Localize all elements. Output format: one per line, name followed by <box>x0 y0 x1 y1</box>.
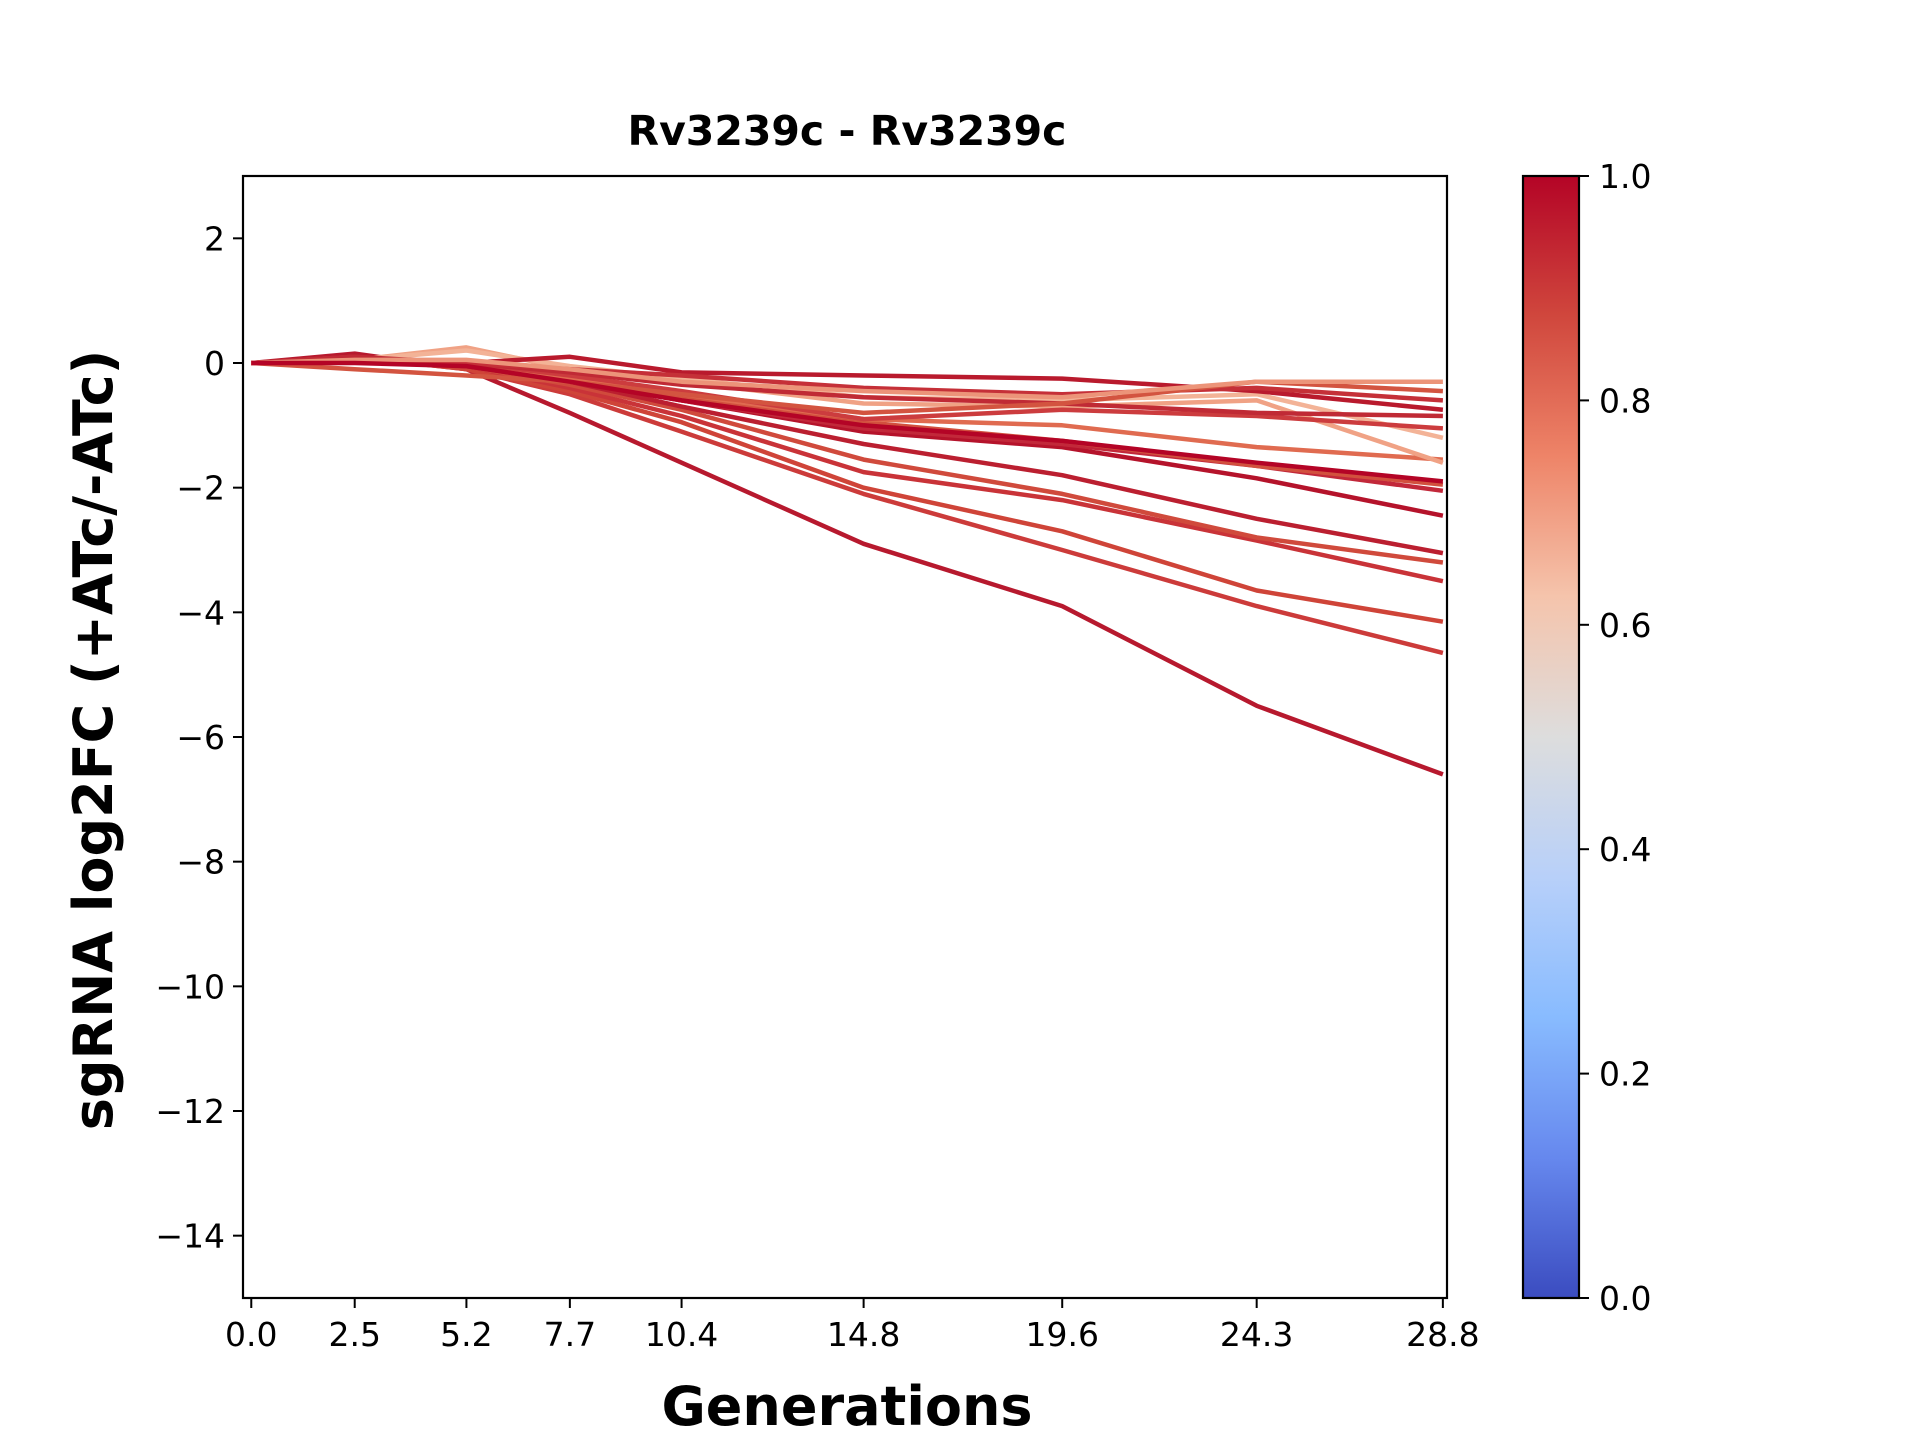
x-tick-label: 2.5 <box>328 1315 380 1354</box>
colorbar-tick-label: 0.8 <box>1599 381 1651 420</box>
colorbar: 0.0 0.2 0.4 0.6 0.8 1.0 <box>1521 157 1651 1318</box>
y-tick-label: 0 <box>204 344 225 383</box>
y-tick-label: −4 <box>176 593 225 632</box>
colorbar-tick-label: 0.4 <box>1599 830 1651 869</box>
series-line-19 <box>251 360 1444 484</box>
colorbar-tick-label: 0.2 <box>1599 1055 1651 1094</box>
x-tick-label: 28.8 <box>1406 1315 1479 1354</box>
x-axis-title: Generations <box>661 1375 1032 1438</box>
x-tick-label: 5.2 <box>440 1315 492 1354</box>
x-tick-label: 7.7 <box>544 1315 596 1354</box>
y-tick-label: −14 <box>155 1217 225 1256</box>
x-tick-label: 19.6 <box>1025 1315 1098 1354</box>
series-line-18 <box>251 357 1443 400</box>
x-tick-label: 14.8 <box>827 1315 900 1354</box>
colorbar-tick-label: 0.6 <box>1599 606 1651 645</box>
axes-layer: 0.0 2.5 5.2 7.7 10.4 14.8 19.6 24.3 28.8 2 0 −2 −4 −6… <box>155 174 1480 1354</box>
series-layer <box>251 345 1444 777</box>
colorbar-gradient <box>1521 174 1581 1300</box>
y-tick-label: −8 <box>176 843 225 882</box>
x-tick-label: 24.3 <box>1220 1315 1293 1354</box>
plot-frame <box>241 174 1449 1300</box>
y-tick-label: 2 <box>204 219 225 258</box>
x-tick-label: 10.4 <box>645 1315 718 1354</box>
y-tick-label: −10 <box>155 967 225 1006</box>
x-tick-label: 0.0 <box>225 1315 277 1354</box>
colorbar-tick-label: 0.0 <box>1599 1279 1651 1318</box>
y-axis-title: sgRNA log2FC (+ATc/-ATc) <box>62 350 125 1131</box>
y-tick-label: −2 <box>176 469 225 508</box>
colorbar-tick-label: 1.0 <box>1599 157 1651 196</box>
y-tick-label: −12 <box>155 1092 225 1131</box>
y-tick-label: −6 <box>176 718 225 757</box>
chart-title: Rv3239c - Rv3239c <box>628 107 1067 155</box>
